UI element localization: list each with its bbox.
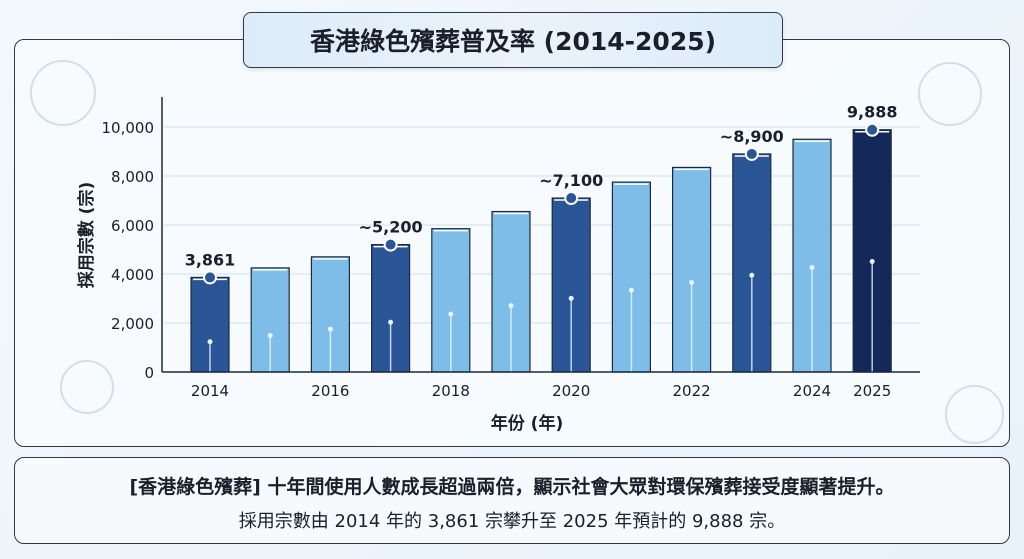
y-tick-label: 6,000 xyxy=(111,217,154,235)
summary-detail: 採用宗數由 2014 年的 3,861 宗攀升至 2025 年預計的 9,888… xyxy=(238,511,786,532)
data-label: ~7,100 xyxy=(539,171,603,190)
bar-stem-dot xyxy=(508,303,514,309)
people-icon xyxy=(945,385,1004,444)
x-tick-label: 2025 xyxy=(853,382,891,400)
bar-stem-dot xyxy=(388,319,394,325)
x-tick-label: 2016 xyxy=(311,382,349,400)
leaf-icon xyxy=(60,360,114,414)
summary-headline: [香港綠色殯葬] 十年間使用人數成長超過兩倍，顯示社會大眾對環保殯葬接受度顯著提… xyxy=(129,476,895,498)
bar-stem-dot xyxy=(809,265,815,271)
data-label: 3,861 xyxy=(185,250,236,269)
data-label: 9,888 xyxy=(847,103,898,122)
x-tick-label: 2014 xyxy=(191,382,229,400)
bar-stem-dot xyxy=(267,333,273,339)
leaf-icon xyxy=(918,62,982,126)
x-axis-title: 年份 (年) xyxy=(491,413,563,434)
x-tick-label: 2020 xyxy=(552,382,590,400)
x-tick-label: 2024 xyxy=(793,382,831,400)
bar-stem-dot xyxy=(207,339,213,345)
bar-stem-dot xyxy=(749,272,755,278)
data-label: ~8,900 xyxy=(720,127,784,146)
data-point-marker xyxy=(744,146,759,161)
data-point-marker xyxy=(383,237,398,252)
leaf-icon xyxy=(30,60,96,126)
bar-stem-dot xyxy=(327,326,333,332)
bar-stem-dot xyxy=(568,295,574,301)
data-label: ~5,200 xyxy=(359,218,423,237)
y-tick-label: 0 xyxy=(144,364,154,382)
bar-stem-dot xyxy=(448,311,454,317)
chart-title: 香港綠色殯葬普及率 (2014-2025) xyxy=(243,12,783,68)
x-tick-label: 2022 xyxy=(673,382,711,400)
data-point-marker xyxy=(203,270,217,285)
bar-stem-dot xyxy=(869,258,875,264)
data-point-marker xyxy=(564,191,579,206)
y-axis-title: 採用宗數 (宗) xyxy=(76,182,97,288)
y-tick-label: 4,000 xyxy=(111,266,154,284)
bar-chart: 0 2,000 4,000 6,000 8,000 10,000 3,861 2014 2016… xyxy=(76,97,920,434)
bar-stem-dot xyxy=(628,287,634,293)
data-point-marker xyxy=(865,122,880,137)
bar-stem-dot xyxy=(689,280,695,286)
y-tick-label: 8,000 xyxy=(111,168,154,186)
x-tick-label: 2018 xyxy=(432,382,470,400)
y-tick-label: 2,000 xyxy=(111,315,154,333)
y-tick-label: 10,000 xyxy=(102,119,155,137)
summary-box: [香港綠色殯葬] 十年間使用人數成長超過兩倍，顯示社會大眾對環保殯葬接受度顯著提… xyxy=(14,457,1010,544)
